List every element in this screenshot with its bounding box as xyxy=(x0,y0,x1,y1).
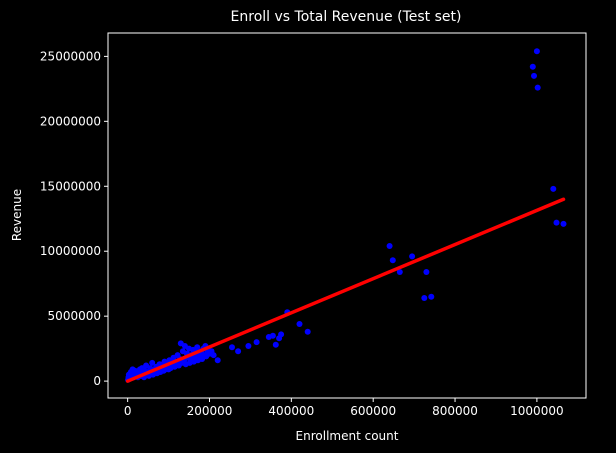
data-point xyxy=(550,185,557,192)
data-point xyxy=(245,343,252,349)
data-point xyxy=(423,269,430,275)
data-point xyxy=(533,48,540,55)
x-axis-ticks: 0 200000 400000 600000 800000 1000000 xyxy=(124,398,564,418)
data-point xyxy=(553,219,560,226)
x-tick-label: 400000 xyxy=(268,404,314,418)
data-point xyxy=(409,253,416,260)
data-point xyxy=(529,63,536,70)
data-point xyxy=(428,293,435,300)
y-tick-label: 15000000 xyxy=(40,179,101,193)
regression-line xyxy=(125,197,566,383)
y-axis-ticks: 0 5000000 10000000 15000000 20000000 25000000 xyxy=(40,49,108,388)
data-point xyxy=(253,339,260,346)
data-point xyxy=(269,332,276,339)
y-tick-label: 5000000 xyxy=(48,309,101,323)
y-tick-label: 10000000 xyxy=(40,244,101,258)
x-tick-label: 800000 xyxy=(432,404,478,418)
regression-line-group xyxy=(125,197,566,383)
data-point xyxy=(278,331,285,338)
x-tick-label: 200000 xyxy=(187,404,233,418)
data-point xyxy=(396,269,403,275)
data-point xyxy=(304,328,311,335)
chart-title: Enroll vs Total Revenue (Test set) xyxy=(231,9,462,25)
y-tick-label: 25000000 xyxy=(40,49,101,63)
data-point xyxy=(386,243,393,249)
data-point xyxy=(534,84,541,91)
y-tick-label: 0 xyxy=(93,374,101,388)
data-point xyxy=(210,352,217,359)
data-point xyxy=(149,359,156,366)
x-tick-label: 1000000 xyxy=(510,404,563,418)
x-axis-label: Enrollment count xyxy=(296,429,399,443)
data-point xyxy=(531,72,537,79)
data-point xyxy=(194,344,201,351)
data-point xyxy=(421,295,428,301)
y-tick-label: 20000000 xyxy=(40,114,101,128)
x-tick-label: 600000 xyxy=(350,404,396,418)
data-point xyxy=(389,257,396,264)
plot-frame xyxy=(107,32,587,399)
data-point xyxy=(272,341,279,348)
data-point xyxy=(296,321,303,327)
data-point xyxy=(560,220,567,227)
data-point xyxy=(229,344,235,351)
data-point xyxy=(214,357,221,364)
x-tick-label: 0 xyxy=(124,404,132,418)
data-point xyxy=(235,348,242,355)
y-axis-label: Revenue xyxy=(10,189,24,241)
